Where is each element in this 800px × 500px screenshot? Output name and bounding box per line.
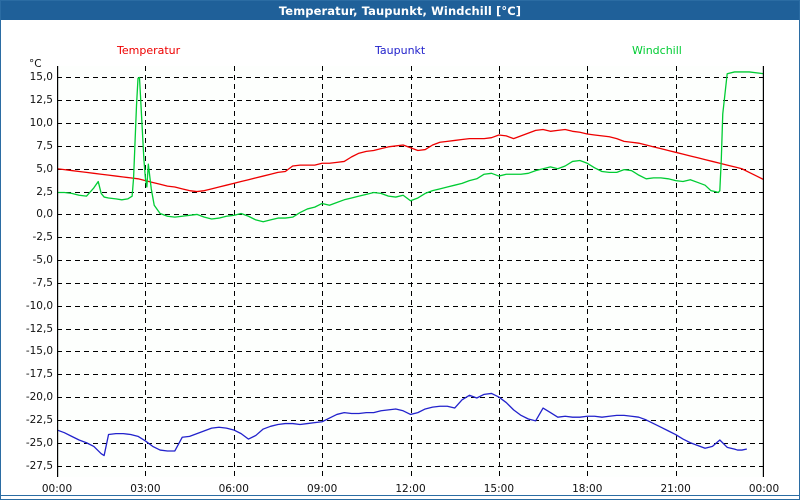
y-axis-tick: -15,0: [25, 345, 53, 358]
x-axis-tick-time: 00:00: [748, 483, 780, 495]
x-axis-tick-time: 18:00: [572, 483, 603, 495]
y-axis-tick: -25,0: [25, 436, 53, 449]
y-axis-tick: -7,5: [32, 276, 54, 289]
y-axis-tick: -2,5: [32, 231, 54, 244]
y-axis-tick: 7,5: [36, 139, 53, 152]
legend-item-temperatur: Temperatur: [117, 44, 180, 57]
window-title: Temperatur, Taupunkt, Windchill [°C]: [278, 3, 522, 18]
series-line-taupunkt: [57, 392, 747, 457]
x-axis-tick-time: 21:00: [660, 483, 691, 495]
y-axis-tick: 12,5: [29, 94, 53, 107]
y-axis-tick: -27,5: [25, 459, 53, 472]
y-axis-tick: 2,5: [36, 185, 53, 198]
x-axis-tick-time: 03:00: [130, 483, 161, 495]
chart-svg: [57, 66, 764, 477]
y-axis-tick: -5,0: [32, 254, 54, 267]
x-axis-tick-time: 12:00: [395, 483, 426, 495]
y-axis-tick: -22,5: [25, 413, 53, 426]
legend-label-windchill: Windchill: [632, 44, 682, 57]
y-axis-tick: 10,0: [29, 117, 53, 130]
y-axis-tick: -17,5: [25, 368, 53, 381]
plot-background: [57, 66, 764, 477]
x-axis-tick-time: 00:00: [41, 483, 73, 495]
y-axis-tick: 15,0: [29, 71, 53, 84]
plot-frame: [57, 66, 764, 477]
y-axis-tick: -20,0: [25, 391, 53, 404]
y-axis-unit-label: °C: [29, 58, 42, 70]
plot-area: [57, 66, 764, 477]
chart-canvas: Temperatur Taupunkt Windchill °C 15,0 12,…: [1, 20, 799, 499]
window-titlebar: Temperatur, Taupunkt, Windchill [°C]: [1, 1, 799, 20]
window-bottom-strip: [1, 495, 799, 499]
y-axis-tick: 5,0: [36, 162, 53, 175]
x-axis-tick-time: 15:00: [483, 483, 514, 495]
legend-label-taupunkt: Taupunkt: [375, 44, 426, 57]
series-line-temperatur: [57, 128, 764, 193]
series-line-windchill: [57, 71, 764, 223]
legend-item-windchill: Windchill: [632, 44, 682, 57]
y-axis-tick: 0,0: [36, 208, 53, 221]
y-axis-tick: -12,5: [25, 322, 53, 335]
x-axis-tick-time: 06:00: [218, 483, 249, 495]
legend-item-taupunkt: Taupunkt: [375, 44, 425, 57]
y-axis-tick: -10,0: [25, 299, 53, 312]
x-axis-tick-time: 09:00: [306, 483, 338, 495]
legend-label-temperatur: Temperatur: [117, 44, 181, 57]
y-axis-tick-labels: 15,0 12,5 10,0 7,5 5,0 2,5 0,0 -2,5 -5,0 -7,5 -10,…: [5, 66, 53, 477]
